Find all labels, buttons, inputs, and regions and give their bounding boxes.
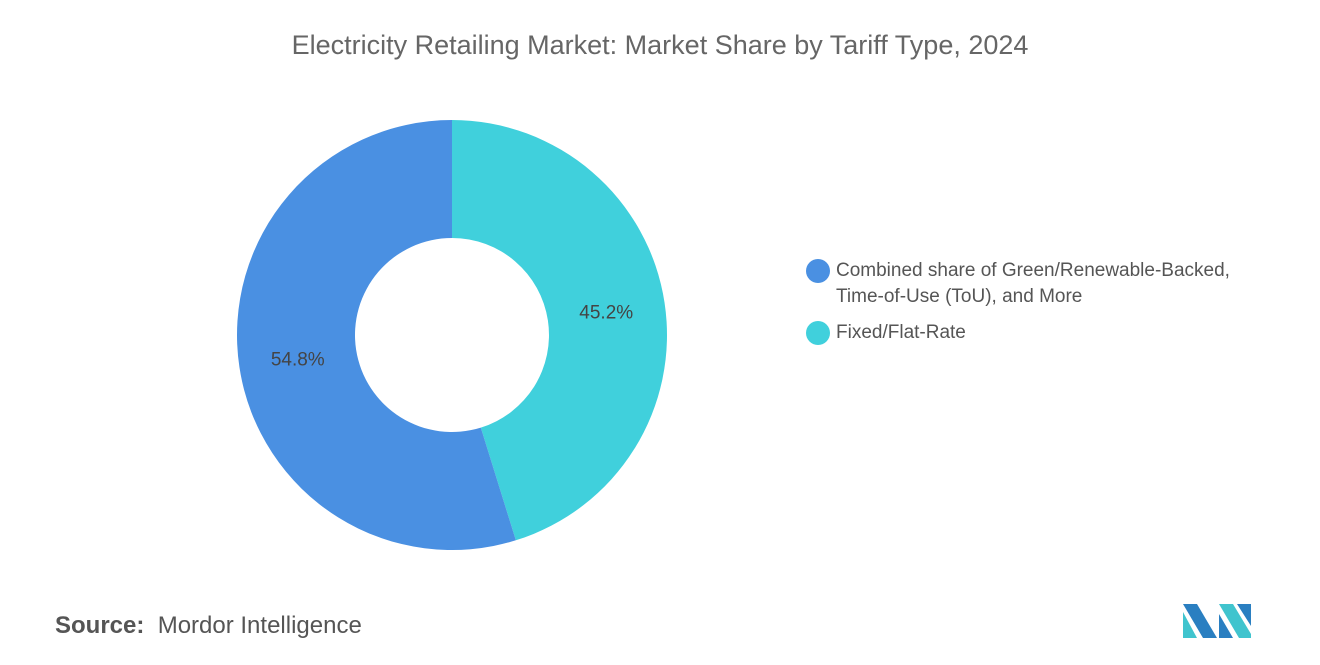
source-note: Source: Mordor Intelligence — [55, 612, 362, 639]
mordor-intelligence-logo — [1183, 604, 1251, 638]
legend-label: Fixed/Flat-Rate — [836, 322, 966, 343]
legend-item-fixed: Fixed/Flat-Rate — [806, 320, 1230, 346]
legend-label: Combined share of Green/Renewable-Backed… — [836, 260, 1230, 307]
donut-slice — [452, 120, 667, 541]
donut-slice — [236, 120, 516, 551]
data-label: 54.8% — [271, 349, 325, 370]
legend-swatch — [806, 321, 830, 345]
legend-item-combined: Combined share of Green/Renewable-Backed… — [806, 258, 1230, 310]
legend-swatch — [806, 259, 830, 283]
chart-title: Electricity Retailing Market: Market Sha… — [291, 30, 1029, 60]
legend: Combined share of Green/Renewable-Backed… — [806, 258, 1230, 356]
data-label: 45.2% — [579, 303, 633, 324]
